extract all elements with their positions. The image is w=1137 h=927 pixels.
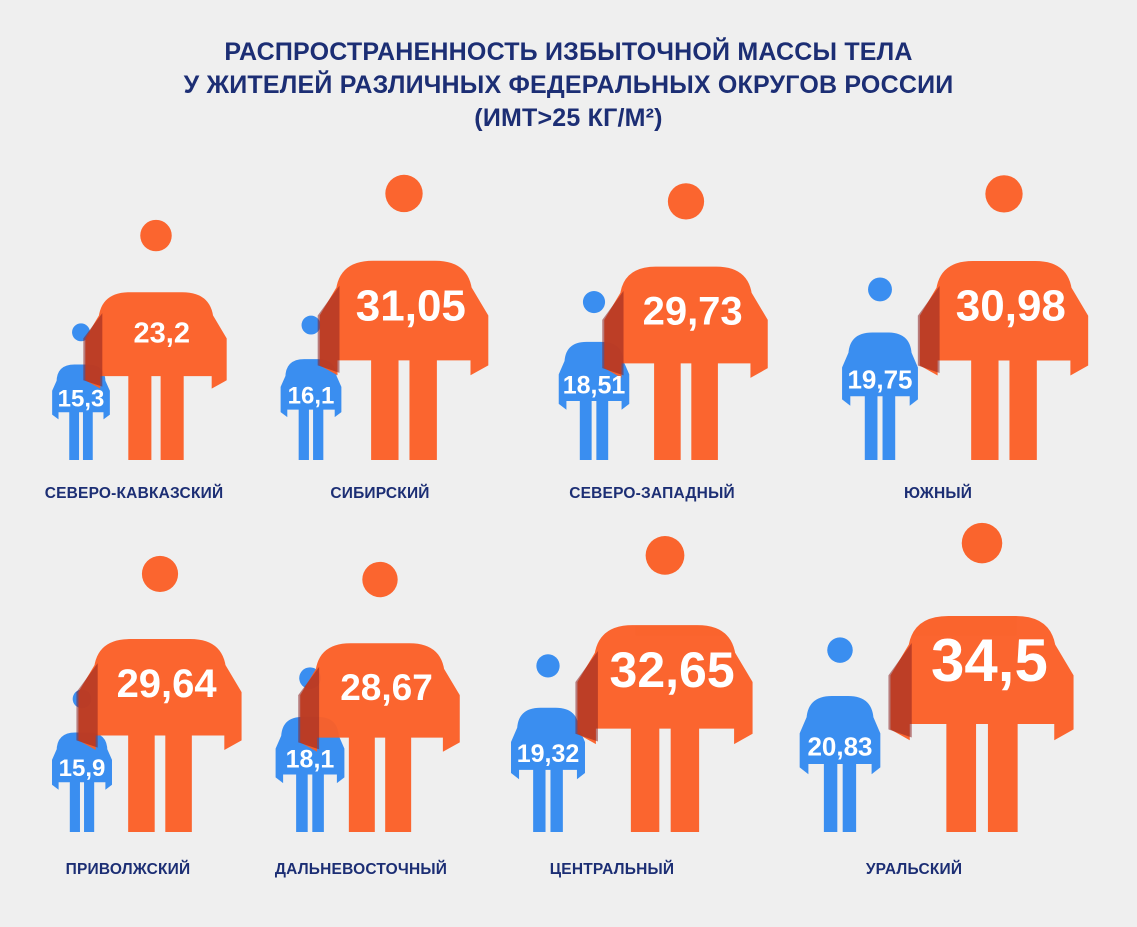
- blue-value-label: 19,75: [847, 364, 912, 394]
- orange-figure-body: [577, 625, 753, 832]
- chart-title: РАСПРОСТРАНЕННОСТЬ ИЗБЫТОЧНОЙ МАССЫ ТЕЛА…: [0, 36, 1137, 135]
- blue-value-label: 15,9: [59, 755, 106, 782]
- region-label: СИБИРСКИЙ: [330, 484, 429, 502]
- overlap-shade: [602, 290, 624, 376]
- overlap-shade: [317, 285, 340, 373]
- overlap-shade: [298, 666, 320, 750]
- region-label: ЦЕНТРАЛЬНЫЙ: [550, 860, 674, 878]
- orange-figure-group: [85, 219, 227, 460]
- orange-figure-head: [141, 555, 179, 593]
- region-label: ДАЛЬНЕВОСТОЧНЫЙ: [275, 860, 447, 878]
- orange-figure-head: [362, 561, 398, 598]
- orange-value-label: 30,98: [956, 282, 1066, 331]
- region-group: 15,9 29,64 ПРИВОЛЖСКИЙ: [52, 555, 242, 878]
- orange-value-label: 32,65: [610, 642, 735, 698]
- region-label: ПРИВОЛЖСКИЙ: [66, 860, 191, 878]
- blue-figure-body: [52, 364, 110, 460]
- region-label: СЕВЕРО-ЗАПАДНЫЙ: [569, 484, 735, 502]
- blue-figure-body: [842, 332, 918, 460]
- blue-value-label: 18,1: [286, 745, 335, 773]
- blue-value-label: 16,1: [288, 382, 335, 409]
- orange-figure-group: [319, 174, 489, 460]
- region-label: УРАЛЬСКИЙ: [866, 860, 962, 878]
- orange-value-label: 23,2: [134, 318, 190, 350]
- region-group: 19,75 30,98 ЮЖНЫЙ: [842, 175, 1089, 502]
- overlap-shade: [76, 663, 98, 748]
- blue-figure-head: [868, 277, 892, 302]
- orange-figure-body: [78, 639, 242, 832]
- orange-figure-body: [319, 260, 489, 460]
- blue-figure-body: [799, 696, 881, 832]
- orange-figure-body: [85, 292, 227, 460]
- region-group: 20,83 34,5 УРАЛЬСКИЙ: [799, 522, 1074, 878]
- orange-figure-body: [890, 616, 1074, 832]
- orange-figure-head: [667, 183, 705, 220]
- orange-figure-group: [919, 175, 1089, 460]
- orange-figure-head: [985, 175, 1023, 213]
- blue-figure-head: [536, 654, 560, 678]
- orange-figure-body: [300, 643, 460, 832]
- title-line-3: (ИМТ>25 КГ/М²): [474, 104, 663, 132]
- region-group: 18,51 29,73 СЕВЕРО-ЗАПАДНЫЙ: [558, 183, 768, 502]
- orange-figure-group: [890, 522, 1074, 832]
- overlap-shade: [917, 285, 940, 373]
- orange-value-label: 29,73: [643, 290, 743, 334]
- region-group: 18,1 28,67 ДАЛЬНЕВОСТОЧНЫЙ: [275, 561, 460, 878]
- blue-figure-body: [275, 716, 345, 832]
- blue-figure-body: [280, 359, 342, 460]
- orange-figure-group: [604, 183, 768, 460]
- orange-value-label: 29,64: [117, 662, 218, 706]
- region-group: 16,1 31,05 СИБИРСКИЙ: [280, 174, 489, 502]
- orange-value-label: 28,67: [340, 667, 433, 708]
- title-line-1: РАСПРОСТРАНЕННОСТЬ ИЗБЫТОЧНОЙ МАССЫ ТЕЛА: [224, 38, 913, 66]
- orange-value-label: 31,05: [356, 282, 466, 331]
- blue-value-label: 19,32: [517, 740, 580, 768]
- orange-figure-head: [645, 535, 685, 575]
- blue-figure-body: [511, 707, 585, 832]
- overlap-shade: [888, 643, 912, 738]
- blue-value-label: 15,3: [58, 385, 105, 412]
- blue-figure-head: [582, 290, 606, 314]
- blue-value-label: 18,51: [563, 372, 626, 400]
- region-group: 19,32 32,65 ЦЕНТРАЛЬНЫЙ: [511, 535, 753, 878]
- orange-figure-head: [385, 174, 423, 213]
- orange-figure-head: [961, 522, 1003, 564]
- orange-figure-body: [919, 261, 1089, 460]
- blue-figure-head: [301, 315, 321, 335]
- blue-figure-head: [827, 637, 853, 663]
- region-label: СЕВЕРО-КАВКАЗСКИЙ: [45, 484, 224, 502]
- orange-figure-group: [300, 561, 460, 832]
- orange-value-label: 34,5: [931, 627, 1048, 694]
- title-line-2: У ЖИТЕЛЕЙ РАЗЛИЧНЫХ ФЕДЕРАЛЬНЫХ ОКРУГОВ …: [183, 71, 954, 99]
- overlap-shade: [575, 651, 598, 742]
- orange-figure-body: [604, 266, 768, 460]
- blue-figure-body: [52, 732, 112, 832]
- region-group: 15,3 23,2 СЕВЕРО-КАВКАЗСКИЙ: [45, 219, 227, 502]
- orange-figure-head: [140, 219, 172, 252]
- orange-figure-group: [577, 535, 753, 832]
- orange-figure-group: [78, 555, 242, 832]
- overlap-shade: [83, 313, 103, 387]
- region-label: ЮЖНЫЙ: [904, 484, 972, 502]
- blue-value-label: 20,83: [807, 732, 872, 762]
